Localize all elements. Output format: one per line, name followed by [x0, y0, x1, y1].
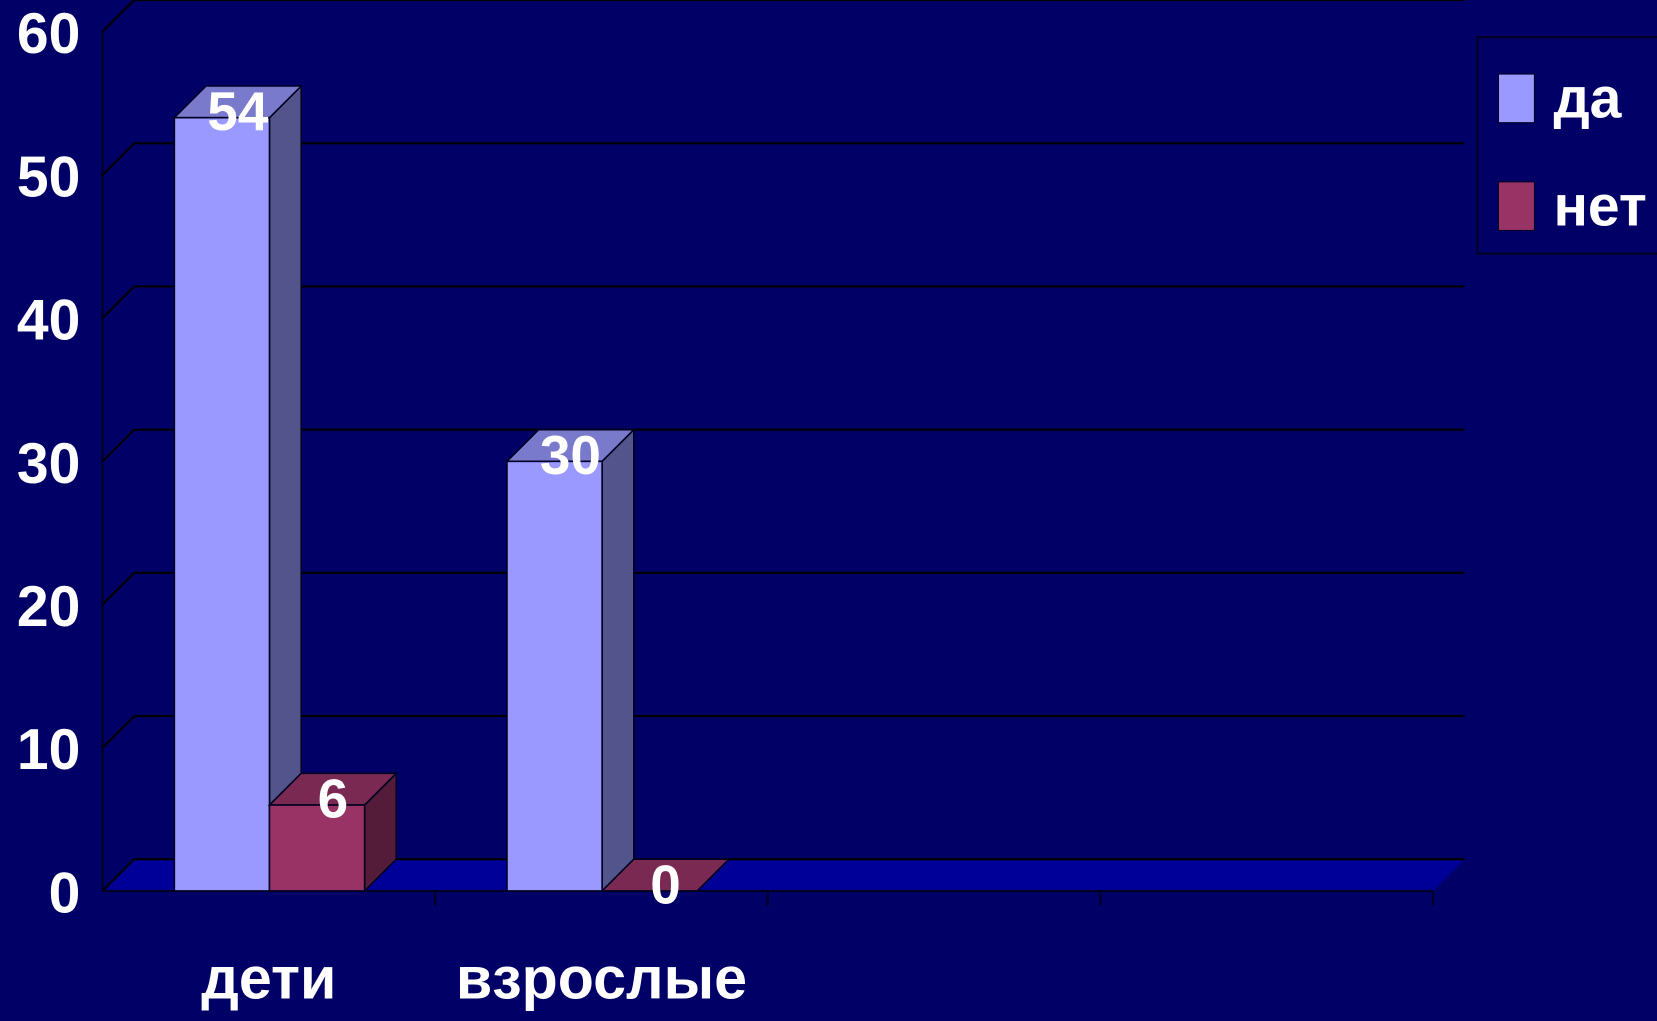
bar — [506, 460, 603, 892]
bar-top — [600, 858, 731, 892]
y-tick-label: 20 — [17, 575, 80, 639]
y-tick-label: 30 — [17, 432, 80, 496]
value-label: 6 — [318, 767, 349, 829]
y-tick-label: 60 — [17, 2, 80, 66]
grid-line — [101, 0, 135, 33]
y-tick-label: 40 — [17, 289, 80, 353]
grid-line — [101, 715, 135, 749]
bar-side — [601, 427, 635, 893]
value-label: 30 — [540, 424, 601, 486]
legend-label: нет — [1553, 174, 1646, 238]
grid-line — [101, 142, 135, 176]
bar-side — [268, 84, 302, 893]
x-tick-label: дети — [201, 944, 336, 1011]
bar — [268, 804, 366, 892]
legend-swatch — [1497, 181, 1535, 231]
value-label: 0 — [650, 853, 681, 915]
grid-line — [101, 572, 135, 606]
legend-box — [1476, 36, 1657, 255]
bar — [173, 116, 271, 892]
floor — [102, 859, 1465, 891]
y-tick-label: 0 — [49, 861, 81, 925]
y-tick-label: 10 — [17, 718, 80, 782]
y-tick-label: 50 — [17, 145, 80, 209]
value-label: 54 — [207, 80, 269, 142]
grid-line — [101, 428, 135, 463]
grid-line — [101, 285, 135, 319]
grid-line — [101, 858, 135, 892]
legend-swatch — [1497, 73, 1535, 124]
legend-label: да — [1553, 67, 1622, 131]
x-tick-label: взрослые — [456, 944, 747, 1011]
legend: да нет — [1476, 36, 1657, 255]
